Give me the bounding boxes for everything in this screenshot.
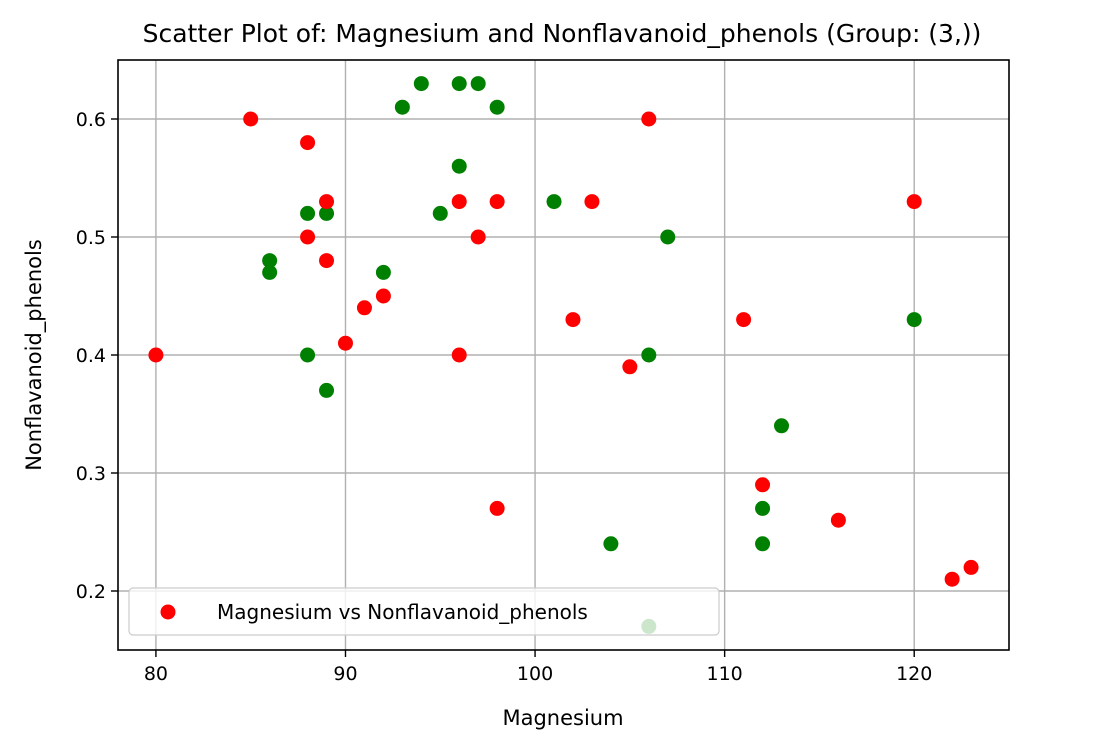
scatter-point-series-1 (375, 288, 391, 304)
scatter-point-series-0 (319, 205, 335, 221)
scatter-point-series-0 (774, 418, 790, 434)
legend: Magnesium vs Nonflavanoid_phenols (128, 587, 720, 636)
scatter-point-series-1 (470, 229, 486, 245)
scatter-point-series-0 (451, 158, 467, 174)
scatter-point-series-0 (432, 205, 448, 221)
scatter-point-series-0 (319, 382, 335, 398)
x-tick-label: 110 (707, 663, 743, 685)
scatter-point-series-0 (375, 264, 391, 280)
scatter-point-series-1 (736, 312, 752, 328)
x-tick-label: 80 (144, 663, 168, 685)
scatter-point-series-1 (319, 253, 335, 269)
scatter-point-series-1 (148, 347, 164, 363)
chart-title: Scatter Plot of: Magnesium and Nonflavan… (143, 19, 982, 48)
scatter-point-series-1 (356, 300, 372, 316)
scatter-point-series-1 (906, 194, 922, 210)
points-layer (148, 76, 979, 634)
y-axis-label: Nonflavanoid_phenols (22, 239, 47, 471)
scatter-point-series-0 (413, 76, 429, 92)
ticks-layer: 80 90 100 110 120 0.2 0.3 0.4 0.5 0.6 (76, 109, 933, 685)
scatter-point-series-1 (622, 359, 638, 375)
scatter-point-series-1 (565, 312, 581, 328)
scatter-point-series-0 (451, 76, 467, 92)
legend-marker (160, 604, 176, 620)
y-tick-label: 0.2 (76, 581, 106, 603)
scatter-point-series-1 (300, 229, 316, 245)
scatter-point-series-1 (243, 111, 259, 127)
x-tick-label: 120 (896, 663, 932, 685)
scatter-point-series-0 (755, 536, 771, 552)
scatter-point-series-0 (546, 194, 562, 210)
scatter-point-series-0 (489, 99, 505, 115)
scatter-point-series-1 (300, 135, 316, 151)
legend-box (128, 587, 720, 636)
scatter-point-series-1 (337, 335, 353, 351)
x-tick-label: 100 (517, 663, 553, 685)
legend-label: Magnesium vs Nonflavanoid_phenols (217, 600, 588, 624)
scatter-point-series-1 (451, 347, 467, 363)
scatter-point-series-0 (603, 536, 619, 552)
scatter-point-series-1 (319, 194, 335, 210)
scatter-point-series-0 (300, 347, 316, 363)
scatter-point-series-0 (470, 76, 486, 92)
scatter-point-series-1 (641, 111, 657, 127)
scatter-point-series-1 (830, 512, 846, 528)
scatter-point-series-0 (906, 312, 922, 328)
scatter-point-series-1 (944, 571, 960, 587)
scatter-point-series-1 (963, 559, 979, 575)
scatter-point-series-0 (262, 253, 278, 269)
y-tick-label: 0.6 (76, 109, 106, 131)
grid-layer (118, 60, 1009, 650)
scatter-point-series-1 (755, 477, 771, 493)
x-axis-label: Magnesium (502, 706, 623, 730)
scatter-point-series-0 (660, 229, 676, 245)
scatter-point-series-1 (489, 500, 505, 516)
scatter-point-series-1 (584, 194, 600, 210)
x-tick-label: 90 (333, 663, 357, 685)
scatter-point-series-0 (262, 264, 278, 280)
scatter-point-series-0 (641, 347, 657, 363)
scatter-point-series-0 (755, 500, 771, 516)
scatter-point-series-1 (451, 194, 467, 210)
y-tick-label: 0.3 (76, 463, 106, 485)
y-tick-label: 0.4 (76, 345, 106, 367)
scatter-point-series-1 (489, 194, 505, 210)
scatter-point-series-0 (394, 99, 410, 115)
y-tick-label: 0.5 (76, 227, 106, 249)
scatter-point-series-0 (300, 205, 316, 221)
